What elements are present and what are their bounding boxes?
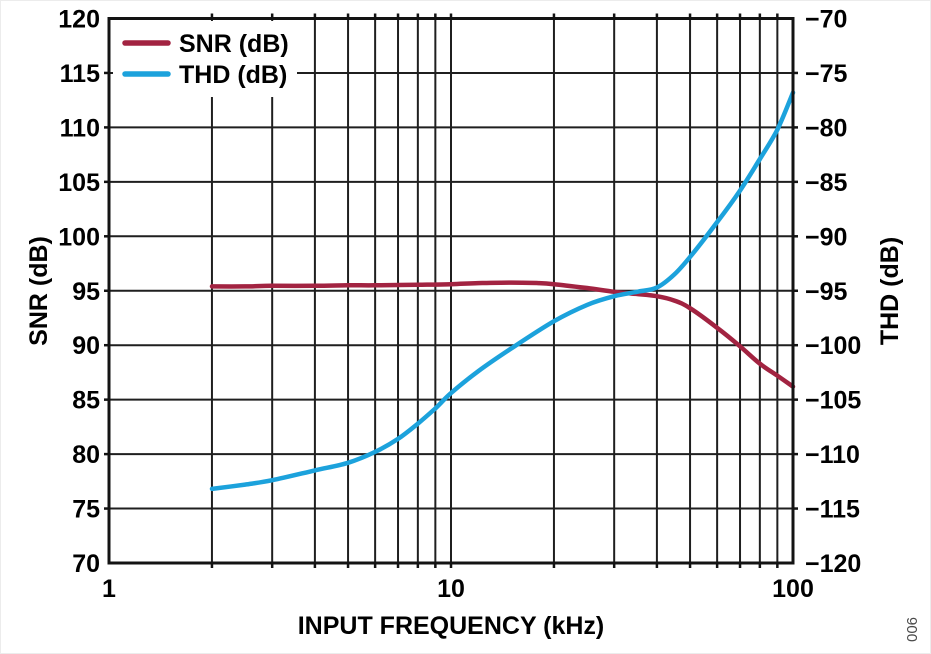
left-axis-title: SNR (dB) (25, 236, 53, 346)
right-tick-label: −95 (805, 278, 848, 306)
left-tick-label: 95 (72, 278, 100, 306)
left-tick-label: 115 (60, 60, 100, 88)
left-tick-label: 100 (58, 223, 100, 251)
legend-box (113, 21, 297, 97)
snr-curve (209, 280, 796, 389)
plot-frame (107, 17, 795, 565)
legend-label-snr: SNR (dB) (179, 30, 289, 58)
left-tick-label: 110 (60, 114, 100, 142)
left-tick-label: 70 (72, 550, 100, 578)
right-tick-label: −120 (805, 550, 861, 578)
x-tick-label: 100 (772, 575, 814, 603)
x-tick-label: 10 (437, 575, 465, 603)
legend-label-thd: THD (dB) (179, 61, 287, 89)
left-tick-label: 120 (58, 6, 100, 34)
right-tick-label: −75 (805, 60, 848, 88)
right-tick-label: −110 (805, 441, 860, 469)
left-tick-label: 105 (58, 169, 100, 197)
figure-code: 006 (904, 617, 921, 642)
x-axis-title: INPUT FREQUENCY (kHz) (298, 612, 605, 640)
right-tick-label: −70 (805, 6, 847, 34)
right-tick-label: −105 (805, 387, 861, 415)
right-tick-label: −100 (805, 332, 861, 360)
left-tick-label: 90 (72, 332, 100, 360)
thd-curve (209, 90, 796, 492)
right-tick-label: −80 (805, 114, 847, 142)
right-tick-label: −115 (805, 496, 860, 524)
x-tick-label: 1 (102, 575, 116, 603)
right-tick-label: −90 (805, 223, 847, 251)
right-axis-title: THD (dB) (876, 237, 904, 345)
left-tick-label: 75 (72, 496, 100, 524)
left-tick-label: 80 (72, 441, 100, 469)
left-tick-label: 85 (72, 387, 100, 415)
right-tick-label: −85 (805, 169, 848, 197)
